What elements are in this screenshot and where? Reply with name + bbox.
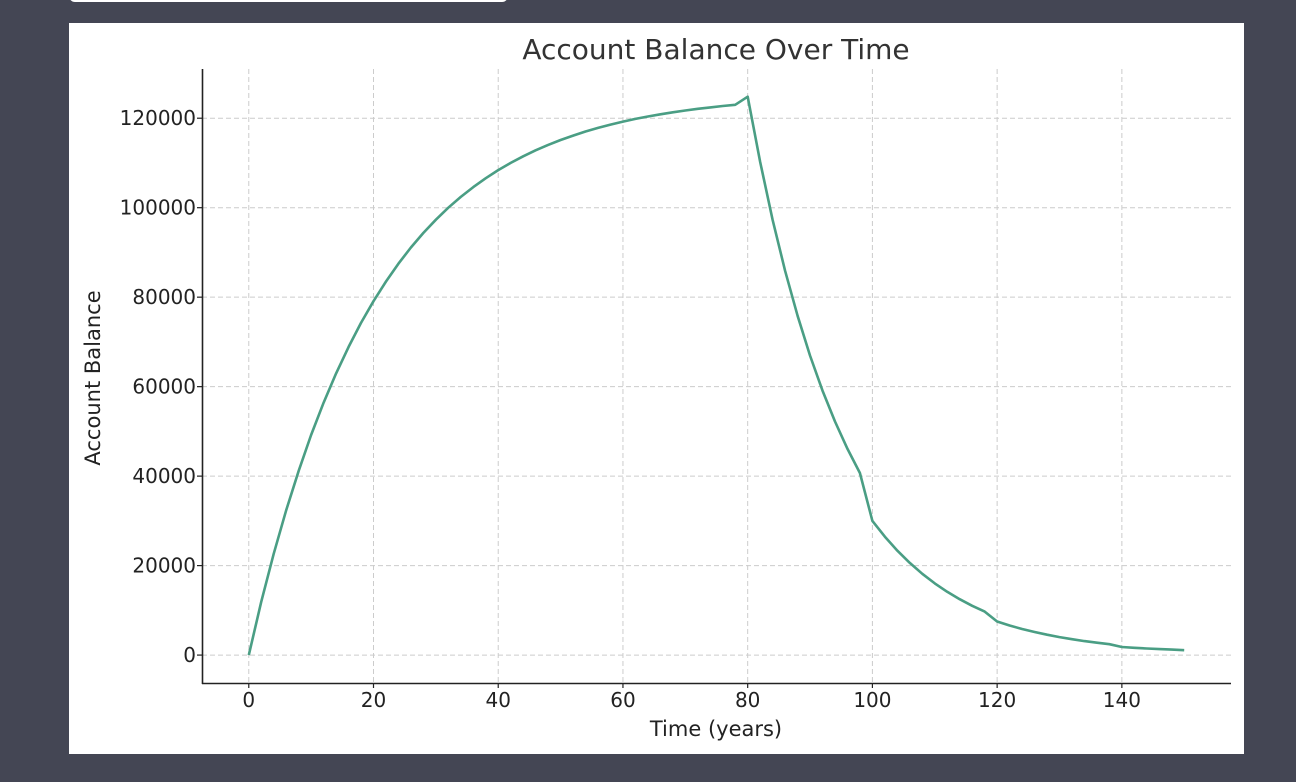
ticks-layer: 0 20 40 60 80 100 120 140 0 20000 40000 60000 80000 1… — [120, 106, 1141, 712]
y-tick-label: 60000 — [132, 375, 196, 399]
x-tick-label: 140 — [1103, 688, 1141, 712]
x-tick-label: 100 — [853, 688, 891, 712]
y-tick-label: 80000 — [132, 285, 196, 309]
x-tick-label: 120 — [978, 688, 1016, 712]
window-tab-edge — [69, 0, 508, 2]
series-layer — [247, 95, 1185, 656]
x-tick-label: 0 — [242, 688, 255, 712]
y-tick-label: 120000 — [120, 106, 196, 130]
y-tick-label: 100000 — [120, 196, 196, 220]
x-tick-label: 60 — [610, 688, 635, 712]
line-chart: 0 20 40 60 80 100 120 140 0 20000 40000 60000 80000 1… — [81, 33, 1231, 741]
x-tick-label: 80 — [735, 688, 760, 712]
y-axis-label: Account Balance — [81, 290, 105, 465]
y-tick-label: 40000 — [132, 464, 196, 488]
chart-figure: 0 20 40 60 80 100 120 140 0 20000 40000 60000 80000 1… — [69, 23, 1244, 754]
y-tick-label: 0 — [183, 643, 196, 667]
grid-layer — [202, 69, 1231, 683]
x-axis-label: Time (years) — [649, 717, 782, 741]
balance-series-line — [247, 95, 1185, 656]
chart-title: Account Balance Over Time — [522, 33, 909, 66]
x-tick-label: 40 — [486, 688, 511, 712]
x-tick-label: 20 — [361, 688, 386, 712]
y-tick-label: 20000 — [132, 554, 196, 578]
